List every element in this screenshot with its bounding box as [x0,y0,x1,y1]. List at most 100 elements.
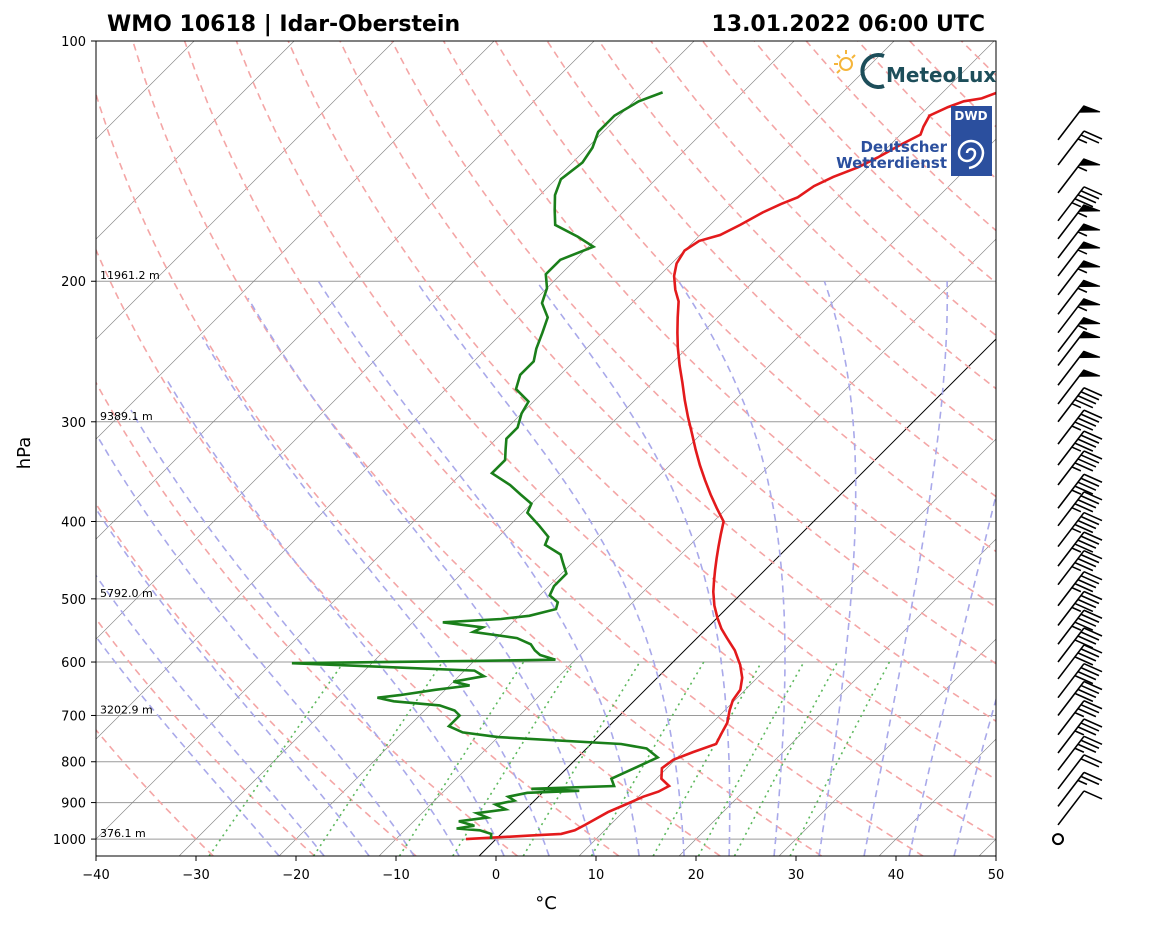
dry-adiabat-line [96,381,518,856]
barb-flag [1077,438,1097,448]
barb-flag [1074,639,1094,649]
barb-staff [1057,387,1085,423]
barb-flag [1077,688,1097,699]
barb-flag [1080,535,1100,545]
barb-flag [1080,454,1100,464]
barb-flag [1083,718,1103,728]
isotherm-line [96,41,295,240]
barb-half-flag [1077,212,1088,218]
y-axis-label: hPa [14,437,35,469]
barb-flag [1077,519,1097,530]
wind-barb [1057,754,1103,790]
wind-barb [1057,130,1103,166]
x-axis-label: °C [535,893,557,914]
barb-flag [1083,699,1103,710]
barb-flag [1074,621,1094,631]
barb-half-flag [1071,201,1082,208]
barb-pennant [1078,298,1101,306]
plot-frame [95,40,997,857]
wind-barb [1057,260,1101,296]
barb-half-flag [1071,466,1082,472]
moist-adiabat-line [908,492,996,856]
barb-pennant [1078,260,1101,268]
barb-flag [1074,543,1094,553]
height-labels: 11961.2 m 9389.1 m 5792.0 m 3202.9 m 376.1 m [100,269,160,840]
barb-staff [1057,718,1085,754]
dry-adiabat-line [339,41,996,723]
barb-flag [1080,703,1100,714]
isotherm-line [978,838,996,856]
barb-flag [1074,485,1094,495]
isotherm-line [96,41,395,340]
chart-subtitle: 13.01.2022 06:00 UTC [711,12,985,37]
barb-flag [1083,570,1103,581]
barb-staff [1057,409,1085,445]
barb-staff [1057,130,1085,166]
barb-flag [1077,617,1097,627]
dry-adiabat-line [96,617,316,856]
barb-flag [1083,754,1103,764]
sun-icon [834,50,856,74]
wind-barb [1057,330,1101,366]
height-label: 11961.2 m [100,269,160,282]
wind-barb [1057,350,1101,386]
barb-flag [1083,771,1103,782]
wind-barb [1057,644,1103,680]
wind-barb [1057,491,1103,527]
plot-area [96,41,1160,856]
mixing-ratio-line [398,661,525,856]
barb-flag [1074,656,1094,666]
dwd-name-line1: Deutscher [860,138,947,156]
barb-half-flag [1077,166,1088,172]
barb-flag [1083,531,1103,541]
meteolux-logo-text: MeteoLux [886,63,996,87]
wind-barb [1057,105,1101,141]
barb-flag [1080,684,1100,695]
mixing-ratio-line [697,661,805,856]
barb-flag [1083,590,1103,601]
barb-half-flag [1074,730,1085,736]
barb-half-flag [1077,249,1088,255]
wind-barb [1057,590,1103,627]
dry-adiabat-line [1117,41,1160,856]
barb-staff [1057,627,1085,663]
x-tick-label: −30 [182,868,209,883]
mixing-ratio-line [312,661,444,856]
barb-pennant [1078,105,1101,113]
moist-adiabat-line [247,297,595,856]
isotherm-lines [96,41,996,856]
barb-flag [1080,775,1100,786]
wind-barb [1057,279,1101,315]
barb-flag [1074,421,1094,431]
barb-staff [1057,609,1085,645]
x-tick-label: 40 [888,868,905,883]
moist-adiabat-line [863,281,949,856]
wind-barb [1052,833,1064,846]
meteolux-logo: MeteoLux [834,50,996,89]
height-label: 3202.9 m [100,703,153,716]
barb-flag [1080,553,1100,564]
barb-flag [1074,692,1094,703]
height-label: 5792.0 m [100,587,153,600]
dry-adiabat-line [909,41,996,128]
mixing-ratio-line [652,661,763,856]
wind-barb [1057,609,1103,645]
x-tick-label: 30 [788,868,805,883]
wind-barb [1057,473,1103,509]
barb-flag [1080,739,1100,750]
x-tick-label: 50 [988,868,1005,883]
x-tick-label: 0 [492,868,500,883]
barb-flag [1077,417,1097,427]
x-tick-label: −20 [282,868,309,883]
barb-pennant [1078,350,1101,359]
moist-adiabat-line [317,280,640,856]
barb-flag [1083,130,1103,140]
moist-adiabat-line [415,280,685,856]
wind-barbs [1052,105,1103,846]
barb-staff [1057,186,1085,222]
barb-half-flag [1071,489,1082,495]
barb-flag [1083,609,1103,619]
barb-flag [1074,398,1094,409]
barb-staff [1057,754,1085,790]
barb-flag [1074,523,1094,534]
